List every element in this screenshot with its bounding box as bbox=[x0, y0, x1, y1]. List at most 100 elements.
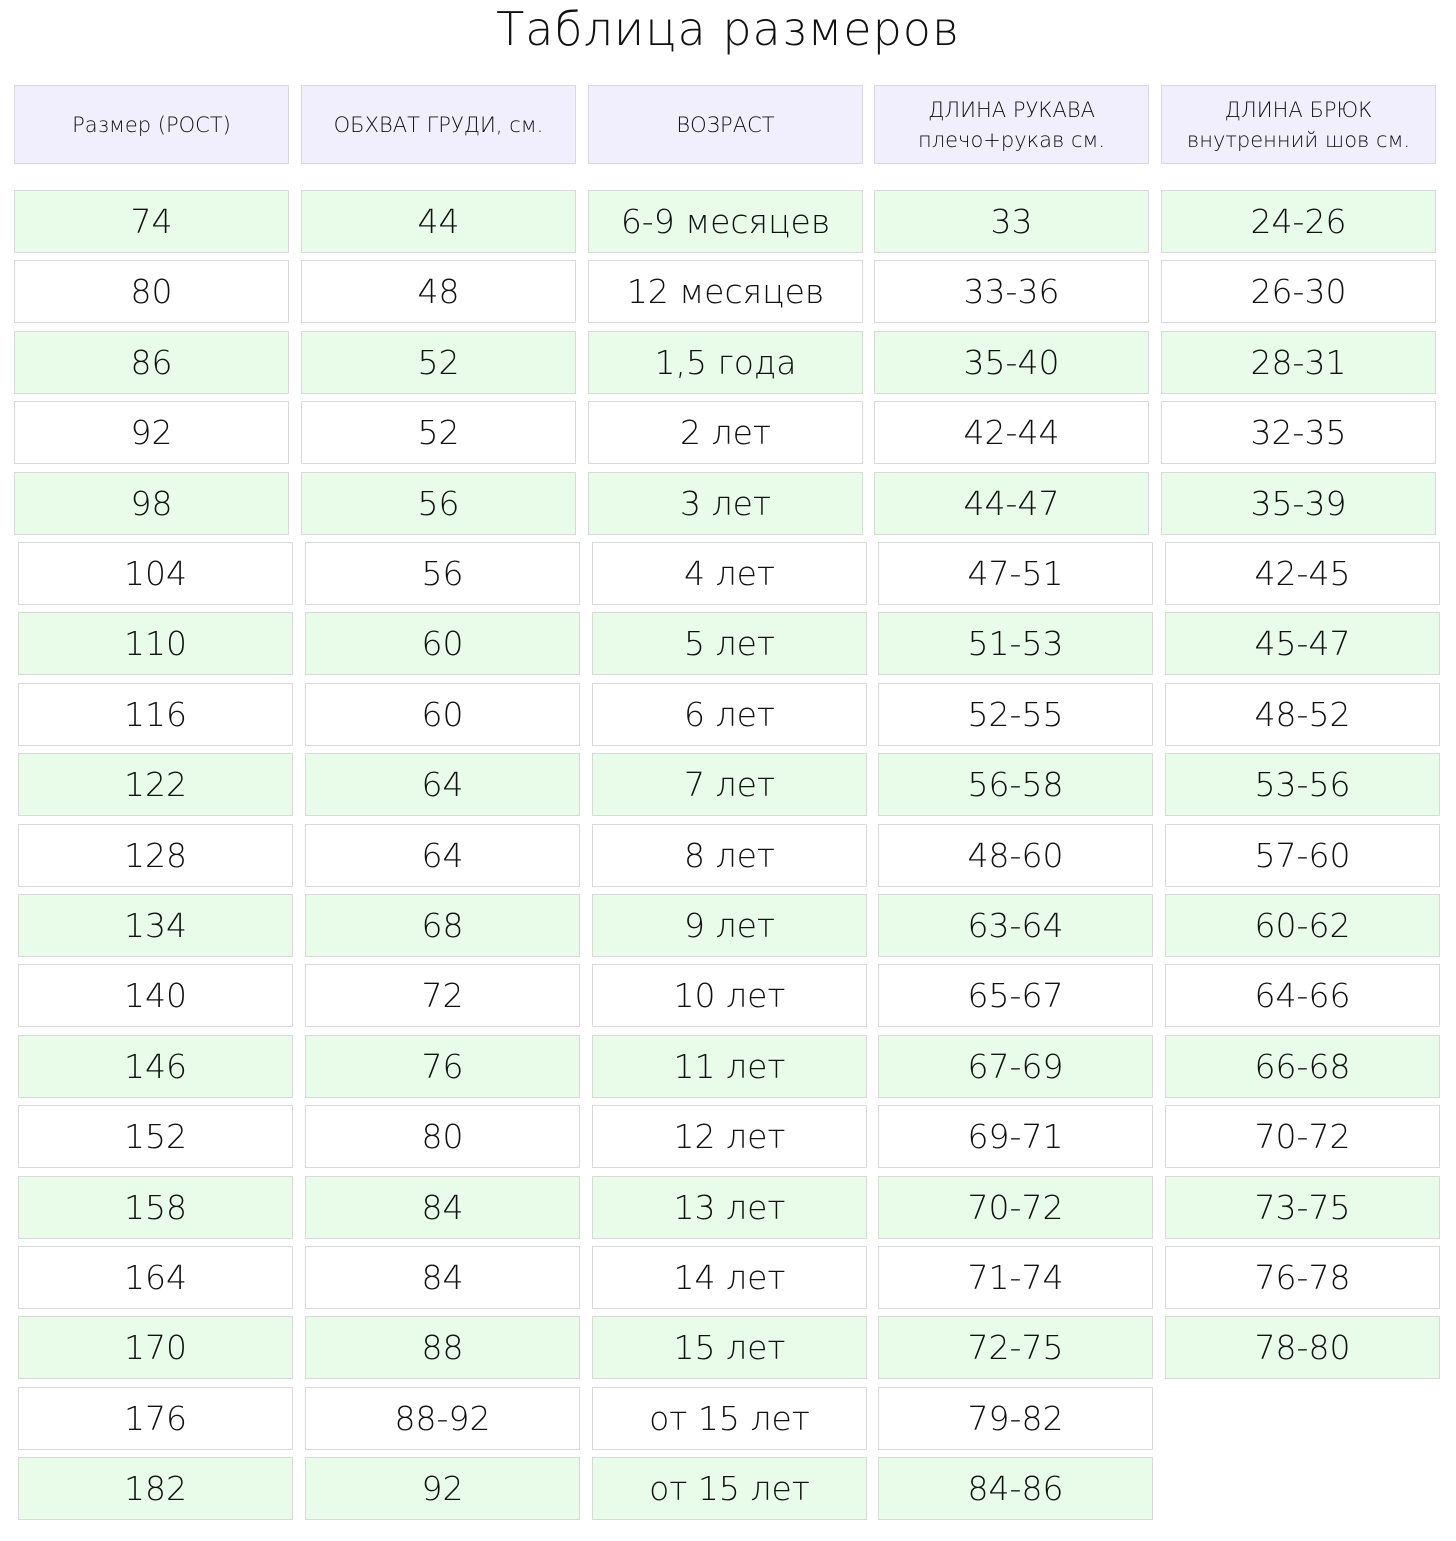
cell-chest: 64 bbox=[305, 823, 580, 887]
cell-sleeve: 69-71 bbox=[878, 1105, 1153, 1169]
cell-sleeve: 72-75 bbox=[878, 1316, 1153, 1380]
cell-age: 1,5 года bbox=[588, 330, 863, 394]
cell-sleeve: 67-69 bbox=[878, 1034, 1153, 1098]
cell-age: 11 лет bbox=[592, 1034, 867, 1098]
cell-size: 116 bbox=[18, 682, 293, 746]
cell-chest: 68 bbox=[305, 894, 580, 957]
cell-chest: 88 bbox=[305, 1316, 580, 1380]
cell-pants: 35-39 bbox=[1161, 471, 1436, 535]
cell-age: 15 лет bbox=[592, 1316, 867, 1380]
cell-sleeve: 84-86 bbox=[878, 1457, 1153, 1521]
cell-sleeve: 33-36 bbox=[874, 260, 1149, 324]
cell-age: 12 месяцев bbox=[588, 260, 863, 324]
cell-pants: 70-72 bbox=[1165, 1105, 1440, 1169]
header-line: плечо+рукав см. bbox=[917, 127, 1106, 152]
cell-size: 146 bbox=[18, 1034, 293, 1098]
cell-sleeve: 56-58 bbox=[878, 753, 1153, 817]
header-size: Размер (РОСТ) bbox=[14, 85, 289, 164]
cell-pants: 42-45 bbox=[1165, 542, 1440, 605]
cell-size: 140 bbox=[18, 964, 293, 1028]
cell-age: от 15 лет bbox=[592, 1386, 867, 1450]
header-line: ВОЗРАСТ bbox=[676, 112, 775, 137]
cell-chest: 52 bbox=[301, 401, 576, 465]
cell-pants: 66-68 bbox=[1165, 1034, 1440, 1098]
cell-size: 122 bbox=[18, 753, 293, 817]
cell-pants: 78-80 bbox=[1165, 1316, 1440, 1380]
cell-pants: 73-75 bbox=[1165, 1175, 1440, 1239]
cell-chest: 60 bbox=[305, 612, 580, 676]
cell-chest: 52 bbox=[301, 330, 576, 394]
cell-sleeve: 33 bbox=[874, 190, 1149, 253]
cell-pants: 57-60 bbox=[1165, 823, 1440, 887]
header-age: ВОЗРАСТ bbox=[588, 85, 863, 164]
header-chest: ОБХВАТ ГРУДИ, см. bbox=[301, 85, 576, 164]
cell-size: 110 bbox=[18, 612, 293, 676]
cell-chest: 56 bbox=[301, 471, 576, 535]
cell-sleeve: 71-74 bbox=[878, 1246, 1153, 1309]
cell-chest: 76 bbox=[305, 1034, 580, 1098]
cell-pants: 32-35 bbox=[1161, 401, 1436, 465]
cell-size: 134 bbox=[18, 894, 293, 957]
cell-chest: 80 bbox=[305, 1105, 580, 1169]
cell-sleeve: 79-82 bbox=[878, 1386, 1153, 1450]
header-line: ДЛИНА РУКАВА bbox=[928, 97, 1095, 122]
cell-sleeve: 65-67 bbox=[878, 964, 1153, 1028]
cell-pants: 60-62 bbox=[1165, 894, 1440, 957]
cell-size: 128 bbox=[18, 823, 293, 887]
cell-age: от 15 лет bbox=[592, 1457, 867, 1521]
cell-chest: 84 bbox=[305, 1175, 580, 1239]
header-line: Размер (РОСТ) bbox=[72, 112, 231, 137]
cell-pants: 64-66 bbox=[1165, 964, 1440, 1028]
header-sleeve: ДЛИНА РУКАВА плечо+рукав см. bbox=[874, 85, 1149, 164]
cell-chest: 72 bbox=[305, 964, 580, 1028]
cell-size: 152 bbox=[18, 1105, 293, 1169]
cell-chest: 88-92 bbox=[305, 1386, 580, 1450]
cell-age: 12 лет bbox=[592, 1105, 867, 1169]
cell-sleeve: 70-72 bbox=[878, 1175, 1153, 1239]
cell-chest: 44 bbox=[301, 190, 576, 253]
cell-age: 14 лет bbox=[592, 1246, 867, 1309]
header-line: ДЛИНА БРЮК bbox=[1224, 97, 1373, 122]
cell-age: 8 лет bbox=[592, 823, 867, 887]
cell-size: 170 bbox=[18, 1316, 293, 1380]
cell-age: 9 лет bbox=[592, 894, 867, 957]
cell-age: 3 лет bbox=[588, 471, 863, 535]
cell-pants: 76-78 bbox=[1165, 1246, 1440, 1309]
cell-sleeve: 35-40 bbox=[874, 330, 1149, 394]
cell-size: 104 bbox=[18, 542, 293, 605]
cell-age: 6 лет bbox=[592, 682, 867, 746]
cell-chest: 84 bbox=[305, 1246, 580, 1309]
cell-pants: 53-56 bbox=[1165, 753, 1440, 817]
cell-chest: 48 bbox=[301, 260, 576, 324]
cell-age: 7 лет bbox=[592, 753, 867, 817]
cell-size: 176 bbox=[18, 1386, 293, 1450]
header-line: внутренний шов см. bbox=[1186, 127, 1411, 152]
cell-pants: 26-30 bbox=[1161, 260, 1436, 324]
cell-sleeve: 47-51 bbox=[878, 542, 1153, 605]
cell-chest: 92 bbox=[305, 1457, 580, 1521]
header-line: ОБХВАТ ГРУДИ, см. bbox=[333, 112, 544, 137]
cell-size: 182 bbox=[18, 1457, 293, 1521]
cell-size: 92 bbox=[14, 401, 289, 465]
page-title: Таблица размеров bbox=[496, 2, 960, 56]
cell-sleeve: 51-53 bbox=[878, 612, 1153, 676]
cell-size: 98 bbox=[14, 471, 289, 535]
cell-sleeve: 52-55 bbox=[878, 682, 1153, 746]
cell-age: 6-9 месяцев bbox=[588, 190, 863, 253]
cell-age: 5 лет bbox=[592, 612, 867, 676]
cell-age: 10 лет bbox=[592, 964, 867, 1028]
cell-sleeve: 63-64 bbox=[878, 894, 1153, 957]
cell-pants: 48-52 bbox=[1165, 682, 1440, 746]
cell-chest: 56 bbox=[305, 542, 580, 605]
cell-size: 164 bbox=[18, 1246, 293, 1309]
cell-pants: 24-26 bbox=[1161, 190, 1436, 253]
cell-age: 2 лет bbox=[588, 401, 863, 465]
cell-pants: 45-47 bbox=[1165, 612, 1440, 676]
cell-size: 74 bbox=[14, 190, 289, 253]
cell-sleeve: 48-60 bbox=[878, 823, 1153, 887]
cell-age: 13 лет bbox=[592, 1175, 867, 1239]
cell-pants: 28-31 bbox=[1161, 330, 1436, 394]
cell-size: 80 bbox=[14, 260, 289, 324]
cell-sleeve: 42-44 bbox=[874, 401, 1149, 465]
cell-sleeve: 44-47 bbox=[874, 471, 1149, 535]
